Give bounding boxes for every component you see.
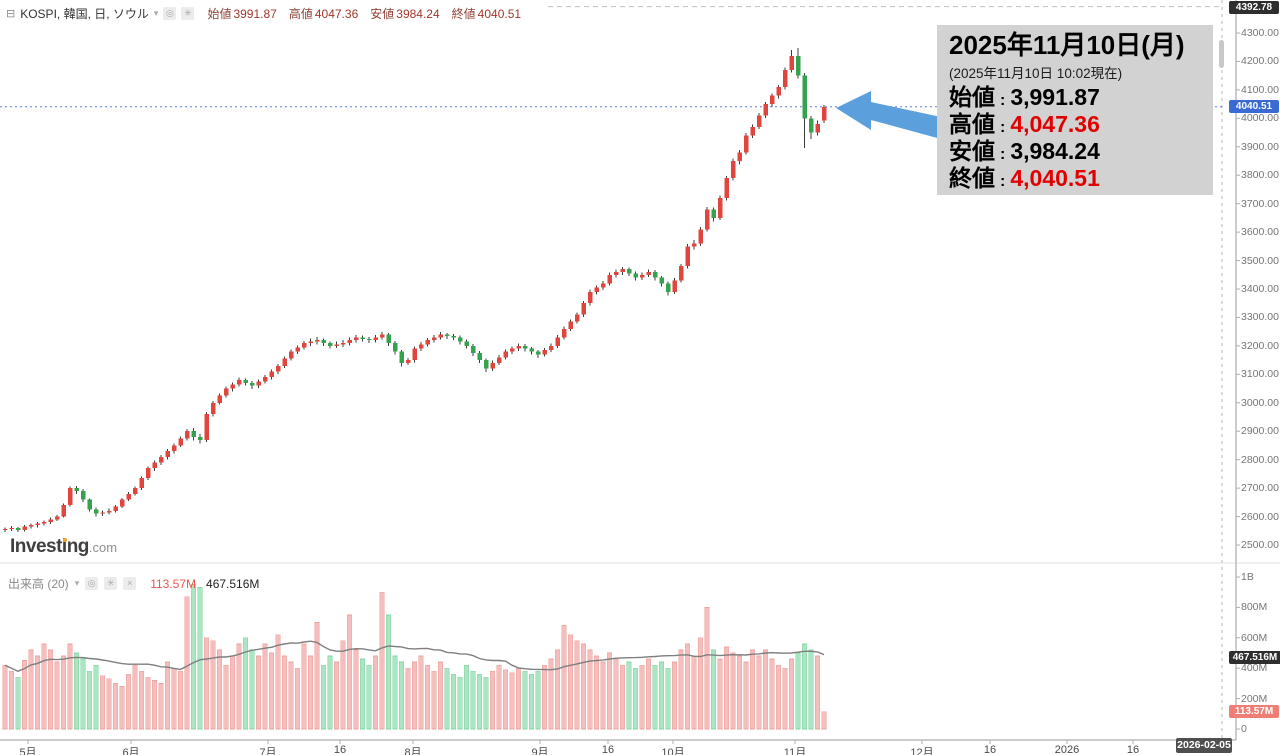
time-tick-label: 10月 (661, 747, 685, 755)
annotation-arrow (836, 91, 941, 139)
volume-tick-label: 600M (1241, 631, 1268, 644)
chevron-down-icon[interactable]: ▾ (153, 8, 159, 18)
close-icon[interactable]: × (123, 577, 137, 590)
price-tick-label: 4300.00 (1241, 27, 1279, 39)
ohlc-高値: 高値 4047.36 (288, 7, 359, 21)
price-tick-label: 3200.00 (1241, 339, 1279, 352)
time-tick-label: 2026 (1054, 744, 1080, 755)
price-tick-label: 3800.00 (1241, 169, 1279, 182)
price-tick-label: 3100.00 (1241, 368, 1279, 381)
price-tick-label: 4100.00 (1241, 83, 1279, 96)
time-tick-label: 16 (983, 744, 997, 755)
ohlc-終値: 終値 4040.51 (451, 7, 522, 21)
price-tick-label: 2600.00 (1241, 510, 1279, 523)
price-tick-label: 3000.00 (1241, 396, 1279, 409)
price-tick-label: 3600.00 (1241, 226, 1279, 239)
price-tick-label: 3900.00 (1241, 140, 1279, 153)
time-tick-label: 11月 (783, 747, 807, 755)
time-tick-label: 12月 (910, 747, 934, 755)
volume-current-value: 113.57M (150, 576, 197, 591)
high-level-badge: 4392.78 (1229, 1, 1279, 14)
price-tick-label: 2500.00 (1241, 539, 1279, 551)
price-tick-label: 3700.00 (1241, 197, 1279, 210)
candles-layer (2, 47, 827, 533)
symbol-title[interactable]: KOSPI, 韓国, 日, ソウル (20, 7, 149, 21)
volume-ma-badge: 467.516M (1229, 651, 1280, 664)
annotation-row-高値: 高値:4,047.36 (949, 110, 1100, 137)
ohlc-annotation-box: 2025年11月10日(月) (2025年11月10日 10:02現在) 始値:… (937, 25, 1213, 195)
annotation-date-title: 2025年11月10日(月) (949, 30, 1185, 60)
price-tick-label: 3500.00 (1241, 254, 1279, 267)
time-tick-label: 7月 (259, 747, 277, 755)
volume-ma-line (4, 640, 825, 672)
investing-logo: Investing.com (10, 536, 118, 557)
time-tick-label: 6月 (122, 747, 140, 755)
volume-tick-label: 1B (1241, 571, 1254, 583)
annotation-timestamp: (2025年11月10日 10:02現在) (949, 65, 1123, 81)
volume-ma-value: 467.516M (206, 576, 260, 591)
price-tick-label: 4200.00 (1241, 55, 1279, 68)
price-tick-label: 3400.00 (1241, 283, 1279, 295)
time-tick-label: 16 (333, 744, 347, 755)
volume-tick-label: 400M (1241, 662, 1268, 675)
annotation-row-安値: 安値:3,984.24 (949, 137, 1100, 164)
volume-indicator-label[interactable]: 出来高 (20) (8, 577, 69, 591)
collapse-icon[interactable]: ⊟ (6, 8, 16, 20)
annotation-row-終値: 終値:4,040.51 (949, 164, 1100, 191)
time-tick-label: 16 (1126, 744, 1140, 755)
settings-icon[interactable]: ✳ (104, 577, 118, 590)
chevron-down-icon[interactable]: ▾ (74, 578, 80, 588)
price-tick-label: 4000.00 (1241, 112, 1279, 125)
ohlc-readout: 始値 3991.87 高値 4047.36 安値 3984.24 終値 4040.51 (207, 5, 521, 22)
last-price-badge: 4040.51 (1229, 100, 1279, 113)
logo-orange-dot: i (61, 536, 67, 557)
volume-tick-label: 0 (1241, 723, 1247, 735)
volume-legend: 出来高 (20) ▾ ◎ ✳ × 113.57M 467.516M (8, 575, 259, 592)
price-tick-label: 2800.00 (1241, 453, 1279, 466)
price-tick-label: 2700.00 (1241, 482, 1279, 495)
ohlc-安値: 安値 3984.24 (370, 7, 440, 21)
time-tick-label: 5月 (19, 747, 37, 755)
volume-layer (2, 584, 827, 730)
volume-tick-label: 800M (1241, 601, 1268, 614)
symbol-legend: ⊟ KOSPI, 韓国, 日, ソウル ▾ ◎ ✳ 始値 3991.87 高値 404… (6, 5, 521, 22)
ohlc-始値: 始値 3991.87 (207, 7, 277, 21)
time-tick-label: 9月 (531, 747, 549, 755)
visibility-icon[interactable]: ◎ (163, 7, 177, 20)
volume-tick-label: 200M (1241, 692, 1268, 705)
volume-current-badge: 113.57M (1229, 705, 1279, 718)
axis-end-date-badge: 2026-02-05 (1176, 738, 1232, 753)
visibility-icon[interactable]: ◎ (85, 577, 99, 590)
time-tick-label: 8月 (404, 747, 422, 755)
price-tick-label: 3300.00 (1241, 311, 1279, 324)
annotation-row-始値: 始値:3,991.87 (949, 83, 1100, 110)
time-tick-label: 16 (601, 744, 615, 755)
price-tick-label: 2900.00 (1241, 425, 1279, 438)
settings-icon[interactable]: ✳ (181, 7, 195, 20)
axis-scroll-handle[interactable] (1219, 40, 1224, 68)
